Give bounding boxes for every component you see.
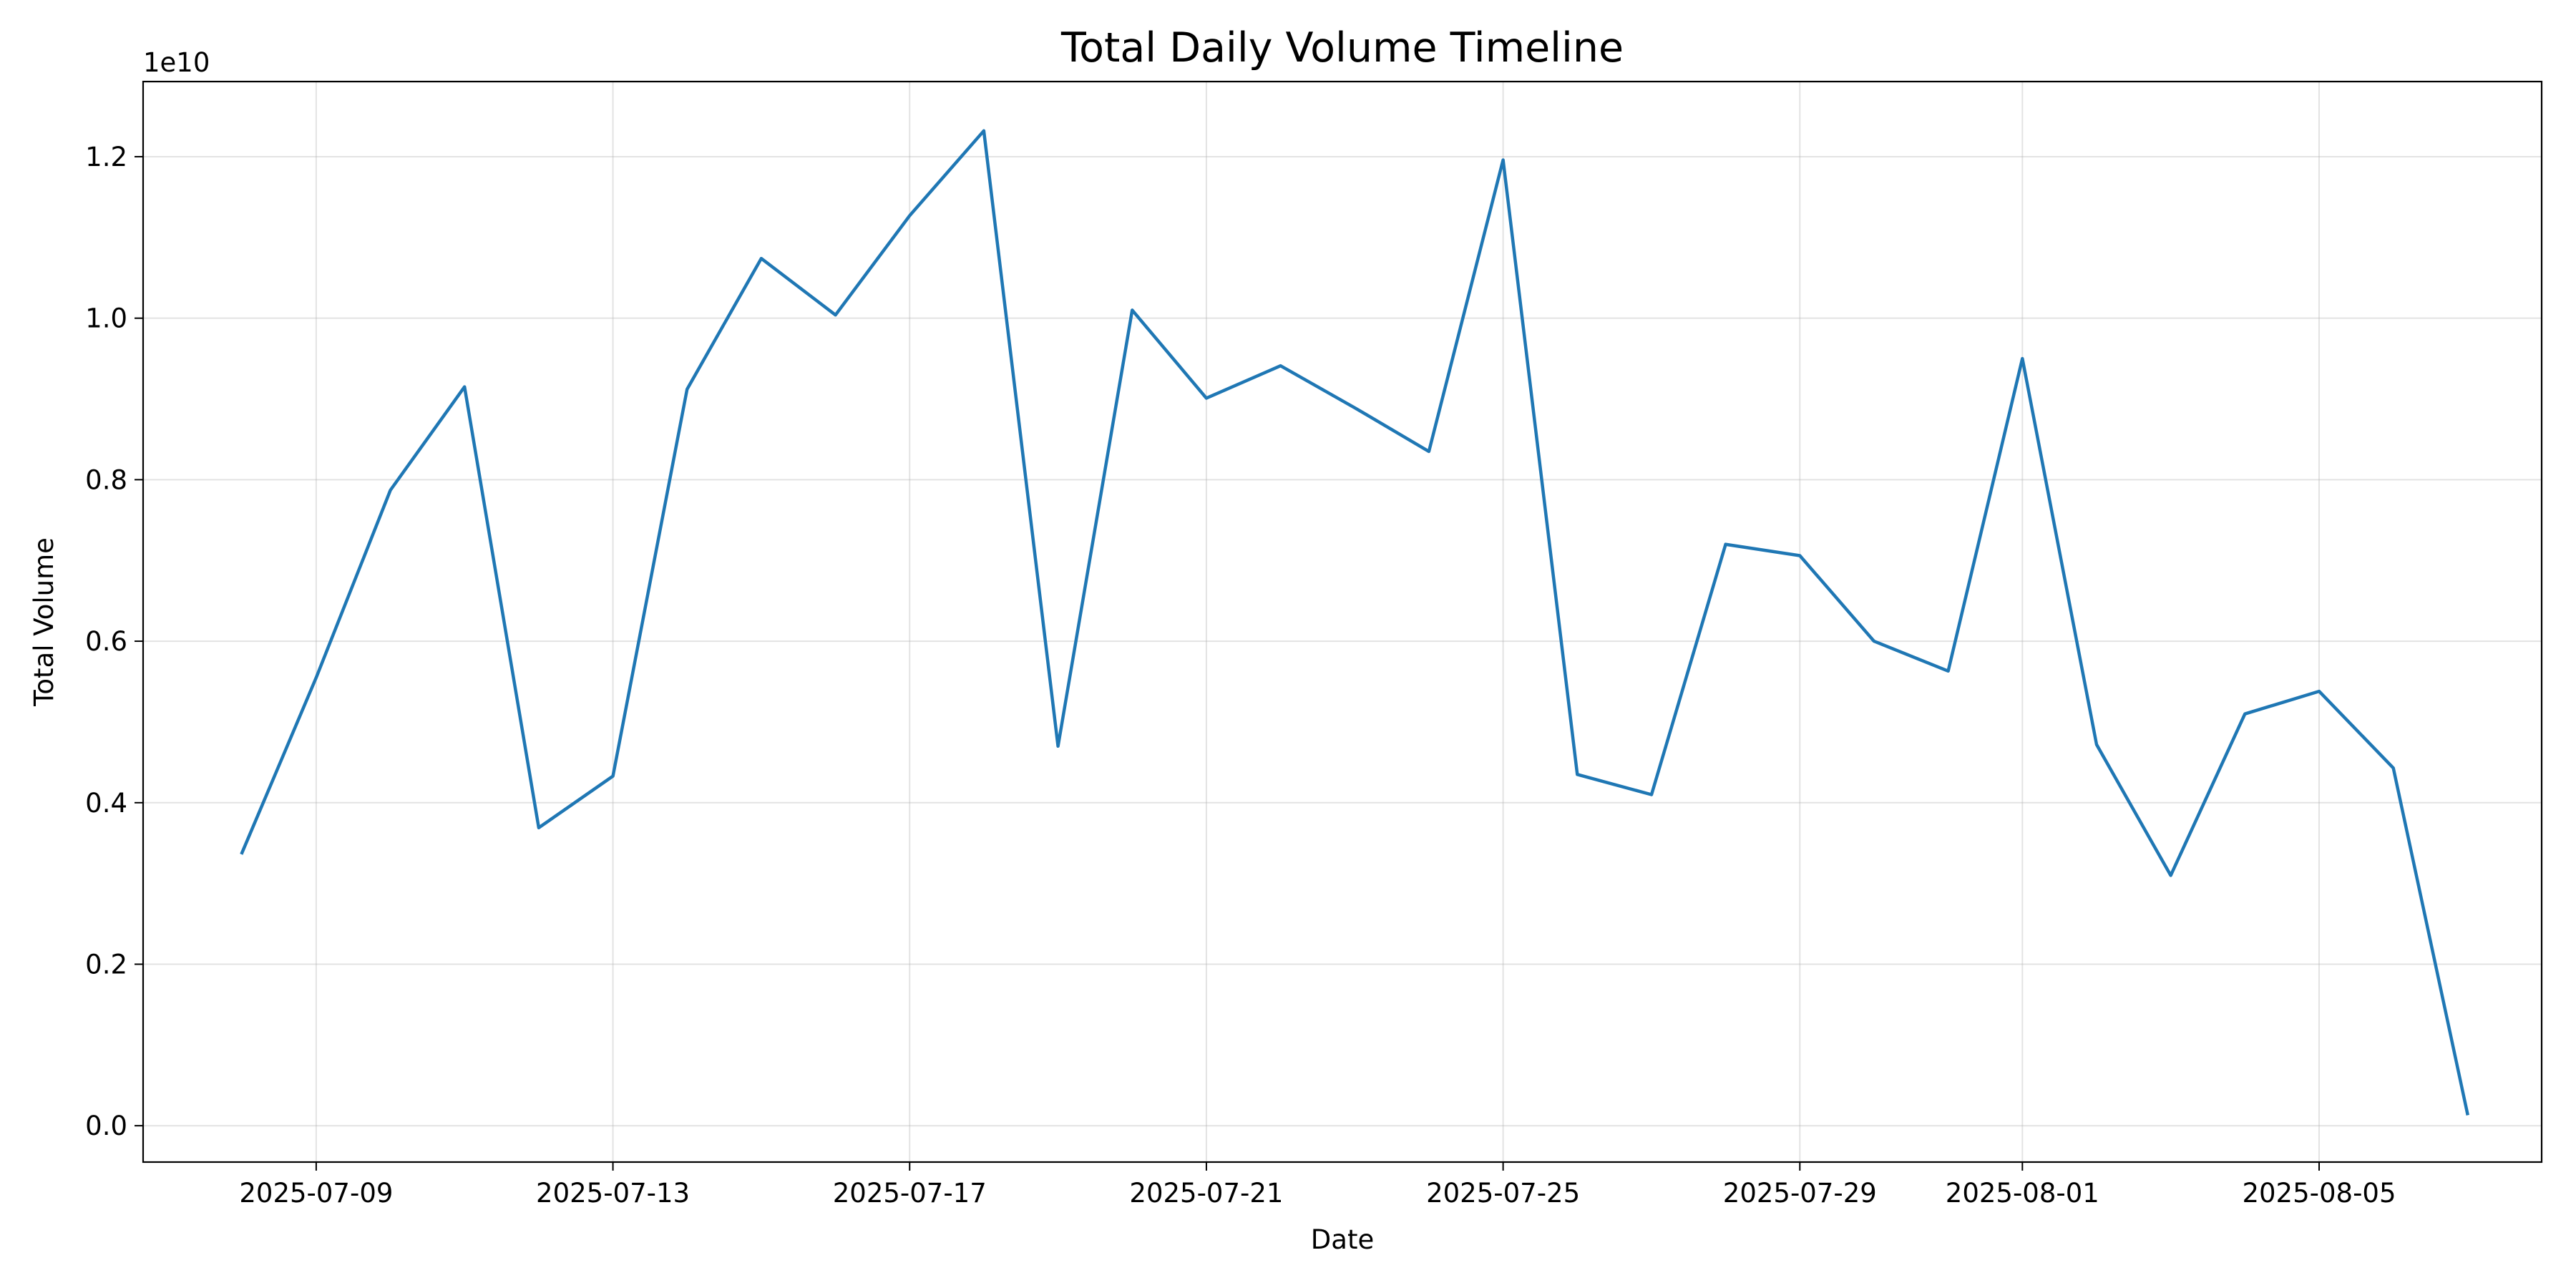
x-tick-label: 2025-07-29 xyxy=(1723,1178,1877,1209)
y-tick-label: 0.0 xyxy=(85,1111,127,1141)
chart-title: Total Daily Volume Timeline xyxy=(1060,24,1624,72)
x-tick-label: 2025-07-25 xyxy=(1426,1178,1580,1209)
series-line-group xyxy=(240,129,2469,1116)
y-axis-offset-label: 1e10 xyxy=(143,47,210,78)
x-axis-ticks: 2025-07-09 2025-07-13 2025-07-17 2025-07-21… xyxy=(239,1162,2396,1209)
x-tick-label: 2025-07-17 xyxy=(833,1178,987,1209)
y-tick-label: 1.0 xyxy=(85,303,127,334)
y-tick-label: 0.4 xyxy=(85,788,127,819)
x-tick-label: 2025-07-09 xyxy=(239,1178,393,1209)
y-tick-label: 0.8 xyxy=(85,464,127,495)
y-axis-label: Total Volume xyxy=(29,537,59,707)
x-tick-label: 2025-07-13 xyxy=(536,1178,690,1209)
y-tick-label: 0.2 xyxy=(85,950,127,980)
series-line xyxy=(240,129,2469,1116)
x-tick-label: 2025-08-05 xyxy=(2242,1178,2396,1209)
y-tick-label: 1.2 xyxy=(85,142,127,172)
y-axis-ticks: 0.0 0.2 0.4 0.6 0.8 1.0 1.2 xyxy=(85,142,143,1141)
grid-lines xyxy=(143,82,2542,1162)
y-tick-label: 0.6 xyxy=(85,626,127,657)
x-tick-label: 2025-08-01 xyxy=(1946,1178,2099,1209)
x-axis-label: Date xyxy=(1311,1224,1374,1255)
x-tick-label: 2025-07-21 xyxy=(1129,1178,1283,1209)
plot-frame xyxy=(142,80,2543,1163)
